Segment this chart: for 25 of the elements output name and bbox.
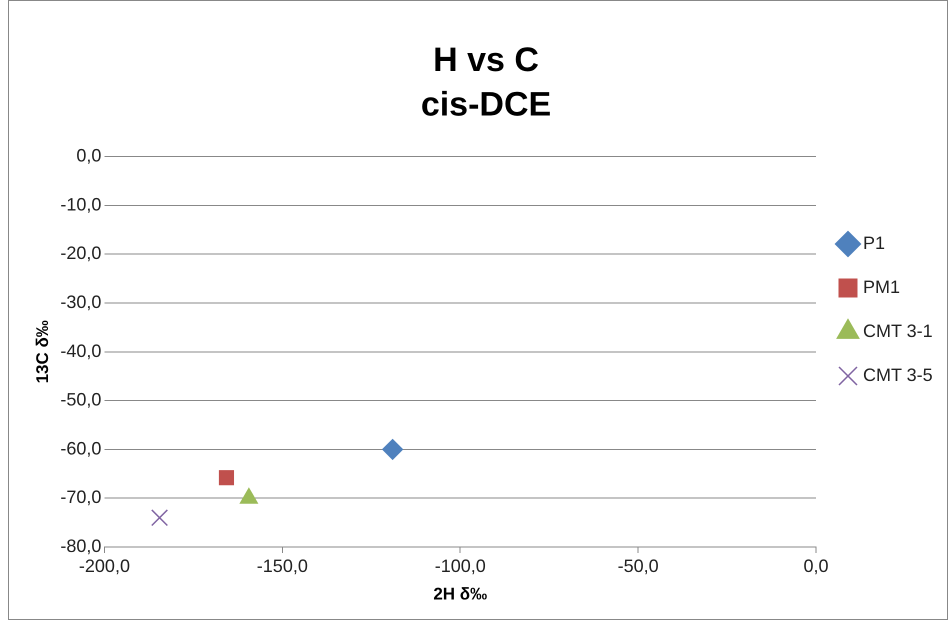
y-tick-label: -30,0	[60, 292, 102, 312]
legend-label: CMT 3-5	[862, 364, 933, 385]
x-tick-label: -150,0	[256, 556, 308, 576]
y-tick-label: -50,0	[60, 390, 102, 410]
point	[151, 509, 168, 526]
x-tick-label: 0,0	[803, 556, 829, 576]
y-tick-label: 0,0	[76, 146, 102, 166]
x-axis-title: 2H δ‰	[433, 584, 488, 604]
y-tick-label: -60,0	[60, 438, 102, 458]
x-tick-label: -200,0	[78, 556, 130, 576]
chart-title: H vs C	[433, 40, 539, 79]
legend-label: CMT 3-1	[862, 320, 933, 341]
x-tick-label: -50,0	[618, 556, 659, 576]
y-tick-label: -70,0	[60, 487, 102, 508]
x-tick-label: -100,0	[434, 556, 486, 576]
y-axis-title: 13C δ‰	[32, 320, 52, 384]
y-tick-label: -80,0	[60, 536, 102, 556]
legend-label: PM1	[862, 276, 900, 297]
chart-subtitle: cis-DCE	[420, 86, 552, 124]
legend-label: P1	[862, 232, 886, 253]
y-tick-label: -10,0	[60, 194, 102, 214]
y-tick-label: -20,0	[60, 243, 102, 264]
point	[382, 438, 404, 460]
point	[218, 470, 234, 486]
y-tick-label: -40,0	[60, 340, 102, 361]
